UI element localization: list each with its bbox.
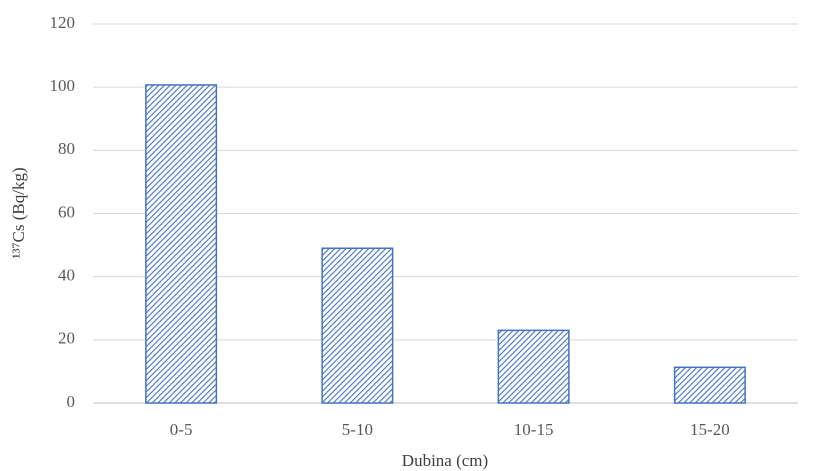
- x-tick-label: 10-15: [514, 420, 554, 439]
- y-tick-label: 60: [58, 202, 75, 221]
- y-tick-label: 80: [58, 139, 75, 158]
- x-tick-label: 15-20: [690, 420, 730, 439]
- y-tick-label: 20: [58, 329, 75, 348]
- x-axis-title: Dubina (cm): [402, 451, 488, 470]
- bar: [321, 247, 394, 404]
- y-tick-label: 100: [50, 76, 76, 95]
- y-tick-label: 40: [58, 266, 75, 285]
- y-tick-label: 0: [67, 392, 76, 411]
- bar: [497, 329, 570, 404]
- y-axis-title: ¹³⁷Cs (Bq/kg): [9, 167, 28, 258]
- bar: [145, 84, 218, 404]
- x-tick-label: 5-10: [342, 420, 373, 439]
- y-tick-label: 120: [50, 13, 76, 32]
- bar: [673, 366, 746, 404]
- x-tick-label: 0-5: [170, 420, 193, 439]
